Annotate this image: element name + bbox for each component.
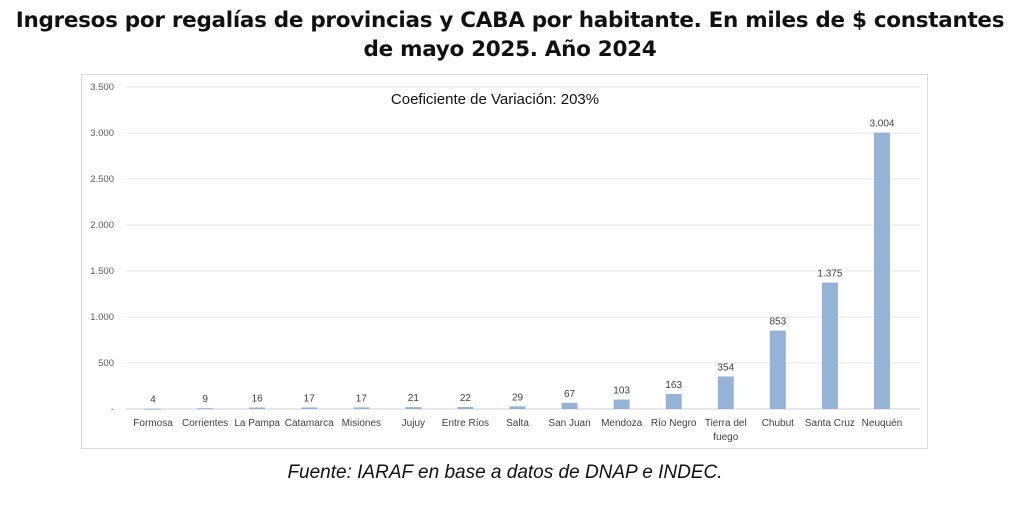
data-label: 163 <box>665 380 682 391</box>
y-tick-label: 3.500 <box>90 82 114 93</box>
data-label: 1.375 <box>817 269 842 280</box>
x-tick-label: Neuquén <box>862 418 903 429</box>
bar-corrientes <box>197 408 214 410</box>
x-tick-label: La Pampa <box>234 418 280 429</box>
y-tick-label: 1.500 <box>90 266 114 277</box>
bar-mendoza <box>613 399 630 409</box>
y-tick-label: 3.000 <box>90 128 114 139</box>
bar-tierra-del-fuego <box>717 376 734 409</box>
bar-jujuy <box>405 407 422 409</box>
x-tick-label: fuego <box>713 432 738 443</box>
y-tick-label: - <box>111 404 114 415</box>
bar-santa-cruz <box>821 282 838 409</box>
x-tick-label: Entre Ríos <box>442 418 489 429</box>
y-tick-label: 2.500 <box>90 174 114 185</box>
chart-frame <box>81 74 928 449</box>
data-label: 4 <box>150 395 156 406</box>
x-tick-label: Jujuy <box>402 418 425 429</box>
data-label: 853 <box>769 317 786 328</box>
x-tick-label: Santa Cruz <box>805 418 855 429</box>
data-label: 16 <box>252 394 264 405</box>
data-label: 9 <box>202 394 208 405</box>
bar-catamarca <box>301 407 318 409</box>
data-label: 21 <box>408 393 420 404</box>
data-label: 67 <box>564 389 576 400</box>
x-tick-label: Catamarca <box>285 418 334 429</box>
data-label: 103 <box>613 386 630 397</box>
x-tick-label: Formosa <box>133 418 173 429</box>
bar-río-negro <box>665 394 682 409</box>
bar-misiones <box>353 407 370 409</box>
source-note: Fuente: IARAF en base a datos de DNAP e … <box>287 462 723 483</box>
y-tick-label: 2.000 <box>90 220 114 231</box>
chart-title: Ingresos por regalías de provincias y CA… <box>15 8 1005 62</box>
bar-san-juan <box>561 402 578 409</box>
x-tick-label: Salta <box>506 418 529 429</box>
x-tick-label: Chubut <box>762 418 794 429</box>
chart-annotation: Coeficiente de Variación: 203% <box>391 91 599 108</box>
bar-formosa <box>145 408 162 410</box>
y-tick-label: 1.000 <box>90 312 114 323</box>
data-label: 22 <box>460 393 472 404</box>
y-tick-label: 500 <box>98 358 114 369</box>
bar-chubut <box>769 330 786 409</box>
data-label: 17 <box>304 393 316 404</box>
bar-salta <box>509 406 526 409</box>
data-label: 3.004 <box>869 119 894 130</box>
x-tick-label: Misiones <box>342 418 381 429</box>
data-label: 354 <box>717 362 734 373</box>
data-label: 17 <box>356 393 368 404</box>
data-label: 29 <box>512 392 524 403</box>
x-tick-label: San Juan <box>548 418 590 429</box>
x-tick-label: Corrientes <box>182 418 228 429</box>
x-tick-label: Río Negro <box>651 418 697 429</box>
x-tick-label: Mendoza <box>601 418 643 429</box>
bar-entre-ríos <box>457 406 474 409</box>
bar-neuquén <box>873 132 890 409</box>
bar-la-pampa <box>249 407 266 409</box>
x-tick-label: Tierra del <box>705 418 747 429</box>
